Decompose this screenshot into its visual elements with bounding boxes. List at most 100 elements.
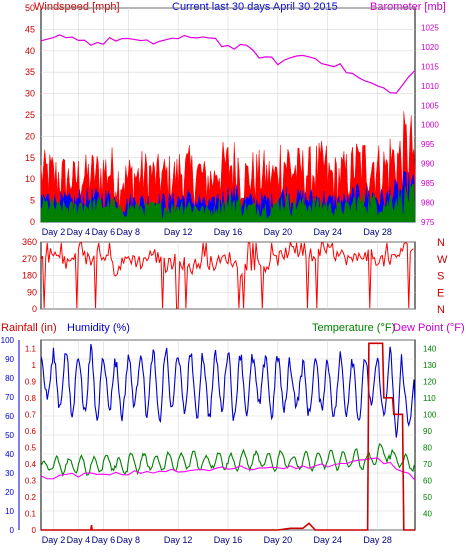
rainfall-tick-label: 0.2 bbox=[25, 493, 37, 502]
x-tick-label: Day 28 bbox=[363, 535, 392, 545]
windspeed-axis-label: Windspeed [mph] bbox=[34, 1, 120, 13]
temperature-tick-label: 60 bbox=[423, 476, 432, 485]
barometer-tick-label: 980 bbox=[421, 199, 435, 208]
direction-tick-label: 360 bbox=[22, 237, 37, 247]
direction-tick-label: 270 bbox=[22, 254, 37, 264]
rainfall-tick-label: 0.7 bbox=[25, 410, 37, 419]
temperature-tick-label: 140 bbox=[423, 344, 437, 353]
humidity-tick-label: 70 bbox=[5, 393, 14, 402]
direction-tick-label: 0 bbox=[32, 304, 37, 314]
humidity-tick-label: 60 bbox=[5, 412, 14, 421]
windspeed-tick-label: 5 bbox=[30, 196, 35, 206]
barometer-tick-label: 1015 bbox=[421, 62, 439, 71]
rainfall-line bbox=[41, 342, 415, 531]
humidity-tick-label: 10 bbox=[5, 507, 14, 516]
humidity-tick-label: 100 bbox=[1, 336, 15, 345]
temperature-tick-label: 80 bbox=[423, 443, 432, 452]
temperature-tick-label: 70 bbox=[423, 460, 432, 469]
barometer-axis-label: Barometer [mb] bbox=[370, 1, 446, 13]
barometer-tick-label: 995 bbox=[421, 140, 435, 149]
temperature-tick-label: 40 bbox=[423, 509, 432, 518]
barometer-tick-label: 1025 bbox=[421, 23, 439, 32]
humidity-tick-label: 90 bbox=[5, 355, 14, 364]
temperature-tick-label: 100 bbox=[423, 410, 437, 419]
x-tick-label: Day 6 bbox=[92, 535, 116, 545]
barometer-tick-label: 1010 bbox=[421, 82, 439, 91]
x-tick-label: Day 12 bbox=[164, 535, 193, 545]
windspeed-tick-label: 50 bbox=[25, 3, 35, 13]
x-tick-label: Day 2 bbox=[42, 227, 66, 237]
x-tick-label: Day 8 bbox=[117, 227, 141, 237]
temperature-axis-label: Temperature (°F) bbox=[312, 322, 395, 334]
x-tick-label: Day 2 bbox=[42, 535, 66, 545]
x-tick-label: Day 8 bbox=[117, 535, 141, 545]
barometer-tick-label: 975 bbox=[421, 218, 435, 227]
wind-series-0 bbox=[40, 111, 416, 223]
direction-tick-label: 90 bbox=[27, 287, 37, 297]
x-tick-label: Day 24 bbox=[313, 227, 342, 237]
wind-series-2 bbox=[40, 183, 416, 223]
windspeed-tick-label: 15 bbox=[25, 153, 35, 163]
humidity-tick-label: 50 bbox=[5, 431, 14, 440]
humidity-tick-label: 0 bbox=[10, 526, 15, 535]
windspeed-tick-label: 25 bbox=[25, 110, 35, 120]
compass-label: S bbox=[437, 271, 444, 283]
rainfall-tick-label: 1.1 bbox=[25, 344, 37, 353]
x-tick-label: Day 4 bbox=[67, 227, 91, 237]
windspeed-tick-label: 20 bbox=[25, 131, 35, 141]
barometer-tick-label: 1000 bbox=[421, 121, 439, 130]
chart-title: Current last 30 days April 30 2015 bbox=[172, 1, 338, 13]
direction-tick-label: 180 bbox=[22, 271, 37, 281]
windspeed-tick-label: 40 bbox=[25, 46, 35, 56]
windspeed-tick-label: 35 bbox=[25, 67, 35, 77]
temperature-tick-label: 120 bbox=[423, 377, 437, 386]
x-tick-label: Day 24 bbox=[313, 535, 342, 545]
rainfall-tick-label: 0.4 bbox=[25, 460, 37, 469]
rainfall-tick-label: 0.5 bbox=[25, 443, 37, 452]
humidity-tick-label: 20 bbox=[5, 488, 14, 497]
temperature-tick-label: 130 bbox=[423, 361, 437, 370]
x-tick-label: Day 16 bbox=[214, 535, 243, 545]
windspeed-tick-label: 45 bbox=[25, 24, 35, 34]
x-tick-label: Day 20 bbox=[264, 227, 293, 237]
rainfall-axis-label: Rainfall (in) bbox=[1, 322, 57, 334]
barometer-tick-label: 985 bbox=[421, 179, 435, 188]
compass-label: W bbox=[437, 254, 448, 266]
x-tick-label: Day 6 bbox=[92, 227, 116, 237]
humidity-tick-label: 30 bbox=[5, 469, 14, 478]
temperature-tick-label: 50 bbox=[423, 493, 432, 502]
windspeed-tick-label: 10 bbox=[25, 174, 35, 184]
windspeed-tick-label: 30 bbox=[25, 89, 35, 99]
temperature-tick-label: 110 bbox=[423, 394, 436, 403]
rainfall-tick-label: 0 bbox=[32, 526, 37, 535]
barometer-tick-label: 1020 bbox=[421, 43, 439, 52]
rainfall-tick-label: 0.3 bbox=[25, 476, 37, 485]
compass-label: N bbox=[437, 304, 445, 316]
dewpoint-line bbox=[40, 457, 416, 481]
humidity-tick-label: 80 bbox=[5, 374, 14, 383]
temperature-tick-label: 90 bbox=[423, 427, 432, 436]
rainfall-tick-label: 0.8 bbox=[25, 394, 37, 403]
rainfall-tick-label: 0.9 bbox=[25, 377, 37, 386]
rainfall-tick-label: 1 bbox=[32, 361, 37, 370]
windspeed-tick-label: 0 bbox=[30, 217, 35, 227]
rainfall-tick-label: 0.6 bbox=[25, 427, 37, 436]
barometer-tick-label: 990 bbox=[421, 160, 435, 169]
x-tick-label: Day 28 bbox=[363, 227, 392, 237]
x-tick-label: Day 20 bbox=[264, 535, 293, 545]
rainfall-tick-label: 0.1 bbox=[25, 509, 37, 518]
humidity-line bbox=[40, 343, 416, 438]
humidity-tick-label: 40 bbox=[5, 450, 14, 459]
humidity-axis-label: Humidity (%) bbox=[67, 322, 130, 334]
x-tick-label: Day 4 bbox=[67, 535, 91, 545]
x-tick-label: Day 12 bbox=[164, 227, 193, 237]
x-tick-label: Day 16 bbox=[214, 227, 243, 237]
barometer-tick-label: 1005 bbox=[421, 101, 439, 110]
barometer-line bbox=[40, 34, 416, 94]
compass-label: E bbox=[437, 287, 444, 299]
wind-direction-line bbox=[40, 241, 414, 309]
compass-label: N bbox=[437, 237, 445, 249]
dewpoint-axis-label: Dew Point (°F) bbox=[393, 322, 465, 334]
